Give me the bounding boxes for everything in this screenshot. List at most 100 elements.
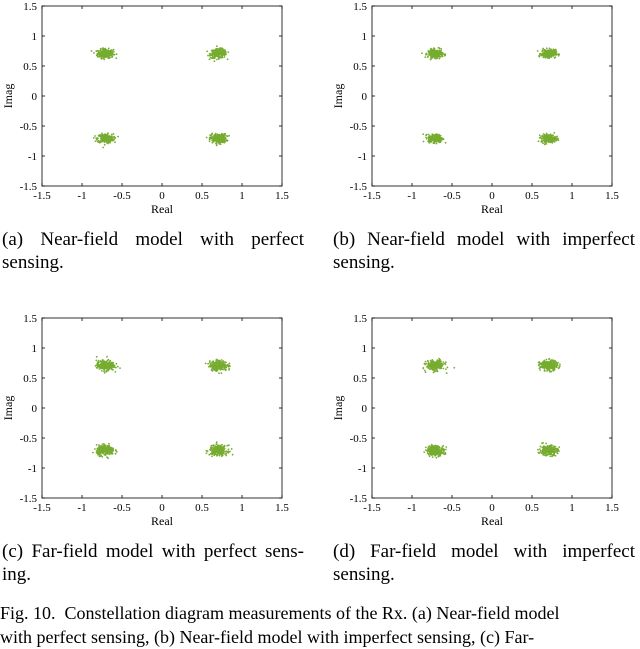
scatter-point	[204, 362, 207, 365]
scatter-point	[542, 47, 545, 50]
scatter-point	[557, 361, 559, 364]
scatter-point	[102, 360, 105, 362]
scatter-point	[109, 141, 111, 144]
scatter-point	[223, 56, 226, 58]
plot-frame	[41, 5, 283, 187]
scatter-point	[427, 55, 430, 57]
scatter-point	[107, 139, 110, 141]
scatter-point	[106, 366, 108, 369]
scatter-point	[550, 359, 552, 362]
y-tick-label: 0.5	[353, 373, 367, 385]
y-tick-label: -1	[358, 151, 367, 163]
scatter-point	[101, 137, 103, 140]
scatter-point	[547, 49, 549, 52]
scatter-point	[216, 368, 219, 370]
scatter-point	[112, 48, 115, 51]
scatter-point	[545, 442, 547, 445]
scatter-point	[439, 361, 441, 364]
scatter-point	[94, 140, 97, 143]
scatter-point	[106, 456, 108, 458]
scatter-point	[106, 53, 108, 56]
x-tick-label: 1.5	[275, 502, 289, 514]
x-tick-label: 1	[569, 190, 575, 202]
scatter-point	[552, 134, 554, 137]
scatter-points	[90, 45, 230, 149]
scatter-point	[209, 453, 212, 455]
scatter-point	[106, 137, 108, 140]
scatter-point	[98, 53, 101, 56]
scatter-point	[227, 450, 230, 453]
scatter-point	[549, 141, 552, 144]
scatter-point	[212, 446, 215, 448]
scatter-point	[224, 366, 227, 369]
scatter-point	[536, 50, 539, 52]
scatter-point	[438, 49, 441, 52]
panel-c: -1.5 -1 -0.5 0 0.5 1 1.5 1.5 1 0.5 0 -0.5 -1 -1.5 Real…	[0, 312, 300, 537]
scatter-point	[95, 366, 98, 369]
scatter-point	[212, 50, 215, 52]
scatter-point	[100, 135, 102, 138]
scatter-point	[424, 446, 427, 449]
scatter-point	[554, 360, 557, 362]
scatter-point	[226, 139, 229, 142]
scatter-point	[99, 47, 102, 50]
scatter-point	[111, 450, 114, 453]
scatter-point	[431, 135, 434, 138]
scatter-point	[547, 136, 550, 139]
scatter-point	[217, 450, 220, 453]
scatter-point	[215, 45, 218, 48]
scatter-point	[550, 137, 553, 140]
scatter-point	[546, 370, 548, 372]
scatter-point	[213, 365, 216, 367]
scatter-point	[206, 50, 209, 53]
scatter-point	[223, 364, 226, 367]
scatter-point	[98, 365, 101, 368]
scatter-point	[437, 362, 440, 365]
scatter-point	[538, 134, 541, 137]
scatter-point	[108, 442, 110, 445]
scatter-point	[537, 448, 539, 451]
scatter-point	[538, 361, 541, 363]
scatter-point	[113, 53, 116, 56]
scatter-point	[542, 366, 544, 369]
scatter-point	[208, 138, 211, 141]
scatter-point	[432, 51, 435, 53]
scatter-point	[427, 447, 429, 450]
scatter-point	[429, 451, 432, 454]
scatter-point	[427, 366, 430, 369]
scatter-point	[558, 450, 560, 452]
scatter-point	[548, 451, 551, 454]
scatter-point	[216, 51, 219, 53]
scatter-point	[101, 367, 104, 370]
scatter-point	[101, 52, 103, 55]
constellation-cluster	[422, 133, 447, 145]
scatter-point	[114, 449, 117, 451]
scatter-point	[216, 369, 219, 372]
scatter-point	[99, 360, 102, 363]
scatter-point	[553, 132, 556, 134]
scatter-point	[219, 53, 222, 56]
scatter-point	[433, 53, 436, 56]
scatter-point	[109, 365, 112, 368]
scatter-point	[425, 137, 428, 140]
scatter-point	[106, 364, 108, 367]
scatter-point	[539, 369, 541, 371]
scatter-point	[426, 359, 429, 362]
scatter-point	[215, 49, 218, 52]
scatter-point	[100, 448, 103, 450]
constellation-cluster	[205, 132, 230, 147]
scatter-point	[215, 47, 218, 50]
scatter-point	[540, 362, 543, 365]
scatter-point	[111, 52, 113, 54]
scatter-point	[429, 140, 432, 143]
scatter-point	[545, 365, 548, 368]
scatter-point	[211, 132, 214, 135]
scatter-point	[442, 452, 445, 455]
scatter-point	[94, 448, 96, 450]
scatter-point	[216, 58, 218, 61]
scatter-point	[99, 52, 101, 54]
y-tick-label: -0.5	[350, 433, 368, 445]
scatter-point	[430, 446, 433, 449]
scatter-point	[225, 364, 228, 367]
scatter-point	[107, 369, 110, 371]
